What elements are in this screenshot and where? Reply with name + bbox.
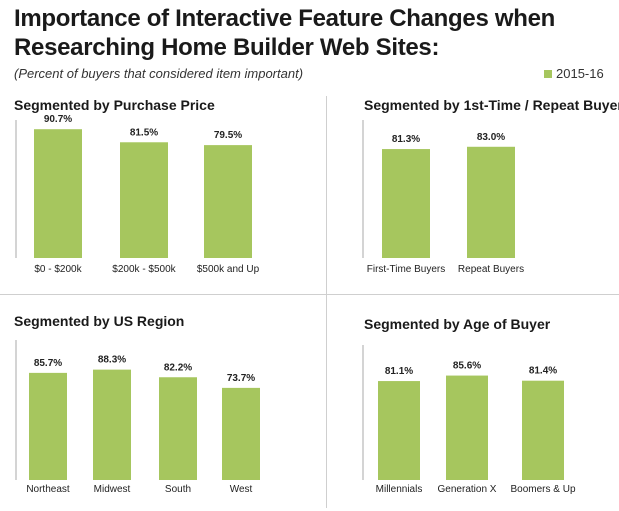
data-label: 73.7% — [227, 373, 255, 384]
panel-title-age-of-buyer: Segmented by Age of Buyer — [364, 316, 551, 332]
bar — [378, 381, 420, 480]
category-label: $0 - $200k — [34, 264, 82, 275]
data-label: 81.4% — [529, 366, 557, 377]
category-label: Boomers & Up — [510, 484, 575, 495]
bar — [382, 149, 430, 258]
bar — [93, 369, 131, 480]
legend-swatch — [544, 69, 552, 78]
bar — [159, 377, 197, 480]
data-label: 81.3% — [392, 134, 420, 145]
bar — [29, 372, 67, 480]
data-label: 82.2% — [164, 362, 192, 373]
chart-title-line-1: Importance of Interactive Feature Change… — [14, 5, 556, 32]
data-label: 85.7% — [34, 358, 62, 369]
panel-title-purchase-price: Segmented by Purchase Price — [14, 97, 215, 113]
data-label: 79.5% — [214, 130, 242, 141]
data-label: 85.6% — [453, 361, 481, 372]
bar — [467, 146, 515, 258]
bar — [204, 145, 252, 258]
chart-subtitle: (Percent of buyers that considered item … — [14, 66, 304, 81]
legend: 2015-16 — [544, 66, 604, 81]
bar — [222, 387, 260, 480]
data-label: 88.3% — [98, 355, 126, 366]
category-label: First-Time Buyers — [367, 264, 446, 275]
legend-label: 2015-16 — [556, 66, 604, 81]
category-label: Repeat Buyers — [458, 264, 524, 275]
data-label: 90.7% — [44, 114, 72, 125]
data-label: 81.1% — [385, 366, 413, 377]
chart-title: Importance of Interactive Feature Change… — [14, 4, 614, 62]
category-label: $500k and Up — [197, 264, 260, 275]
bar — [522, 380, 564, 480]
bar — [446, 375, 488, 480]
bar — [34, 129, 82, 258]
category-label: West — [230, 484, 253, 495]
category-label: Northeast — [26, 484, 70, 495]
horizontal-divider — [0, 294, 619, 295]
category-label: Midwest — [94, 484, 131, 495]
panel-title-us-region: Segmented by US Region — [14, 313, 185, 329]
category-label: Generation X — [438, 484, 497, 495]
panel-title-buyer-type: Segmented by 1st-Time / Repeat Buyer — [364, 97, 619, 113]
vertical-divider — [326, 96, 327, 508]
bar — [120, 142, 168, 258]
category-label: Millennials — [376, 484, 423, 495]
category-label: $200k - $500k — [112, 264, 176, 275]
data-label: 83.0% — [477, 132, 505, 143]
data-label: 81.5% — [130, 127, 158, 138]
category-label: South — [165, 484, 191, 495]
chart-title-line-2: Researching Home Builder Web Sites: — [14, 34, 440, 61]
